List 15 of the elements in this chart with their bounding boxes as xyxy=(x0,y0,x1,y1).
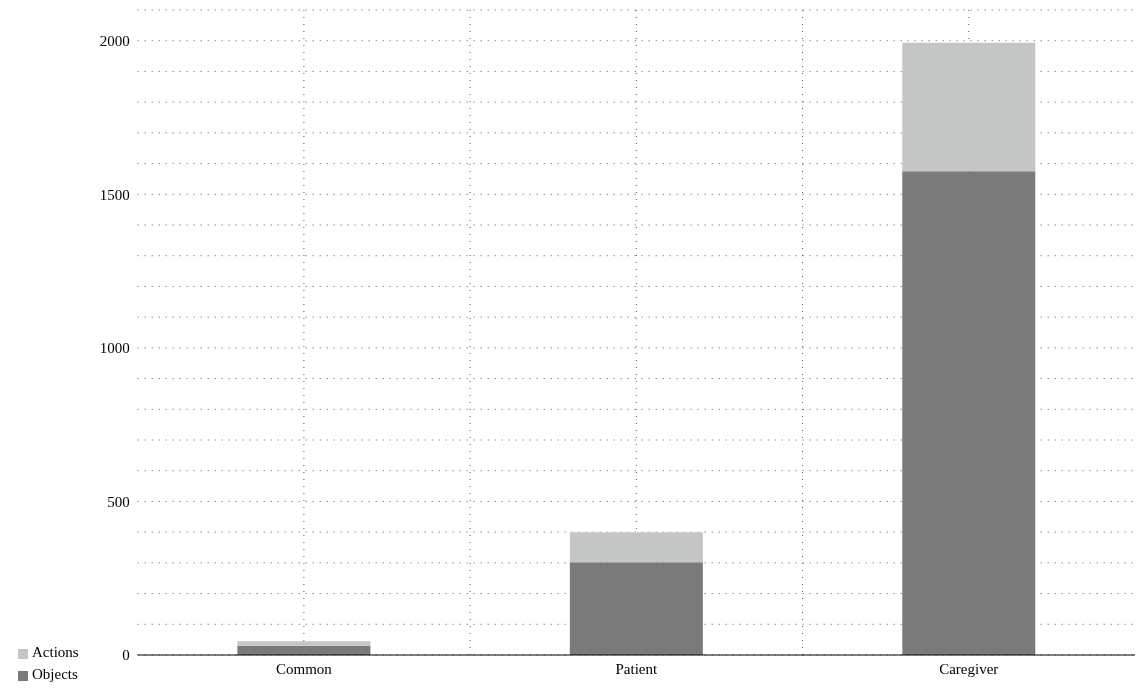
y-tick-label: 1000 xyxy=(99,340,130,357)
x-tick-label: Caregiver xyxy=(939,660,999,677)
x-tick-label: Common xyxy=(275,660,333,677)
legend-label: Actions xyxy=(32,644,79,660)
y-tick-label: 1500 xyxy=(99,186,130,203)
x-tick-label: Patient xyxy=(615,660,658,677)
y-tick-label: 500 xyxy=(107,493,130,510)
bar xyxy=(902,42,1036,172)
bar xyxy=(237,641,371,646)
legend-label: Objects xyxy=(32,666,78,682)
y-tick-label: 2000 xyxy=(99,33,130,50)
bar xyxy=(902,171,1036,655)
y-tick-label: 0 xyxy=(122,647,130,664)
bar xyxy=(569,562,703,655)
bar xyxy=(569,532,703,563)
